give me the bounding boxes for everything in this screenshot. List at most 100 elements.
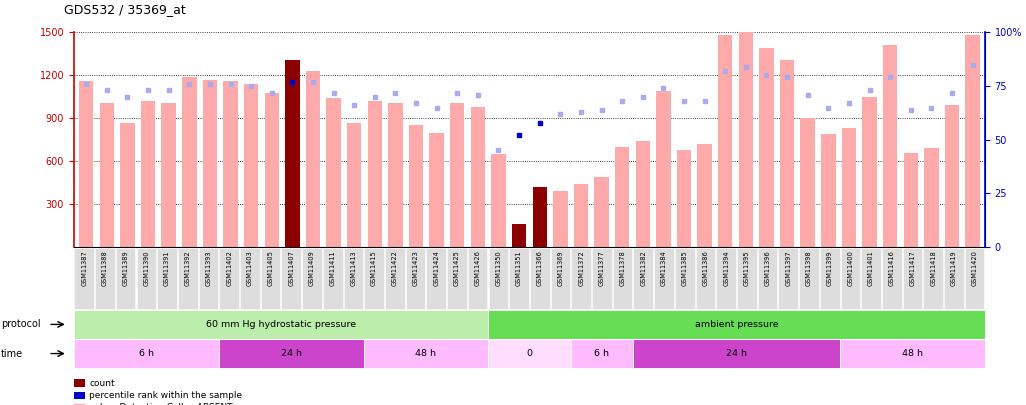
- Bar: [924, 148, 939, 247]
- Bar: [759, 48, 774, 247]
- Text: GSM11389: GSM11389: [123, 250, 128, 286]
- Text: GSM11378: GSM11378: [620, 250, 626, 286]
- Text: GSM11377: GSM11377: [599, 250, 605, 286]
- Text: 24 h: 24 h: [281, 349, 302, 358]
- Text: GSM11411: GSM11411: [329, 250, 336, 286]
- Bar: [347, 123, 361, 247]
- Text: percentile rank within the sample: percentile rank within the sample: [89, 391, 242, 400]
- Text: GSM11399: GSM11399: [827, 250, 833, 286]
- Text: GSM11400: GSM11400: [847, 250, 854, 286]
- Bar: [388, 102, 402, 247]
- Text: 6 h: 6 h: [139, 349, 154, 358]
- Text: GSM11372: GSM11372: [579, 250, 584, 286]
- Text: GSM11422: GSM11422: [392, 250, 398, 286]
- Text: GSM11382: GSM11382: [640, 250, 646, 286]
- Bar: [182, 77, 197, 247]
- Bar: [265, 92, 279, 247]
- Bar: [120, 123, 134, 247]
- Text: GSM11423: GSM11423: [412, 250, 419, 286]
- Text: GSM11416: GSM11416: [889, 250, 895, 286]
- Text: GSM11398: GSM11398: [806, 250, 812, 286]
- Text: GSM11396: GSM11396: [764, 250, 771, 286]
- Text: GSM11350: GSM11350: [496, 250, 502, 286]
- Text: GSM11401: GSM11401: [868, 250, 874, 286]
- Text: GSM11424: GSM11424: [433, 250, 439, 286]
- Text: 6 h: 6 h: [594, 349, 609, 358]
- Bar: [532, 187, 547, 247]
- Bar: [615, 147, 629, 247]
- Text: GSM11393: GSM11393: [205, 250, 211, 286]
- Bar: [141, 101, 155, 247]
- Text: time: time: [1, 349, 24, 358]
- Bar: [657, 91, 671, 247]
- Bar: [965, 35, 980, 247]
- Bar: [883, 45, 898, 247]
- Bar: [677, 150, 692, 247]
- Bar: [471, 107, 485, 247]
- Text: protocol: protocol: [1, 320, 41, 329]
- Text: GSM11418: GSM11418: [931, 250, 936, 286]
- Text: GSM11402: GSM11402: [226, 250, 232, 286]
- Bar: [718, 35, 733, 247]
- Bar: [594, 177, 608, 247]
- Text: GSM11420: GSM11420: [972, 250, 978, 286]
- Text: GSM11395: GSM11395: [744, 250, 750, 286]
- Bar: [161, 102, 175, 247]
- Bar: [862, 97, 877, 247]
- Text: GSM11351: GSM11351: [516, 250, 522, 286]
- Bar: [367, 101, 382, 247]
- Text: value, Detection Call = ABSENT: value, Detection Call = ABSENT: [89, 403, 233, 405]
- Bar: [780, 60, 794, 247]
- Text: GSM11417: GSM11417: [909, 250, 915, 286]
- Text: GSM11403: GSM11403: [247, 250, 252, 286]
- Bar: [326, 98, 341, 247]
- Text: GSM11390: GSM11390: [144, 250, 150, 286]
- Bar: [553, 191, 567, 247]
- Bar: [100, 102, 114, 247]
- Text: GSM11394: GSM11394: [723, 250, 729, 286]
- Text: GSM11409: GSM11409: [309, 250, 315, 286]
- Text: GSM11415: GSM11415: [371, 250, 378, 286]
- Text: GSM11405: GSM11405: [268, 250, 274, 286]
- Bar: [79, 81, 93, 247]
- Text: GSM11397: GSM11397: [785, 250, 791, 286]
- Bar: [800, 118, 815, 247]
- Bar: [698, 144, 712, 247]
- Text: GSM11426: GSM11426: [475, 250, 480, 286]
- Text: 48 h: 48 h: [416, 349, 436, 358]
- Text: GSM11369: GSM11369: [557, 250, 563, 286]
- Text: GSM11391: GSM11391: [164, 250, 170, 286]
- Bar: [574, 184, 588, 247]
- Bar: [821, 134, 835, 247]
- Text: 0: 0: [526, 349, 532, 358]
- Text: GSM11419: GSM11419: [951, 250, 957, 286]
- Text: 24 h: 24 h: [726, 349, 747, 358]
- Bar: [430, 133, 444, 247]
- Bar: [224, 81, 238, 247]
- Text: GSM11388: GSM11388: [102, 250, 108, 286]
- Text: 48 h: 48 h: [902, 349, 923, 358]
- Text: GSM11366: GSM11366: [537, 250, 543, 286]
- Text: GSM11386: GSM11386: [703, 250, 708, 286]
- Bar: [841, 128, 856, 247]
- Bar: [491, 154, 506, 247]
- Text: GSM11392: GSM11392: [185, 250, 191, 286]
- Text: GSM11387: GSM11387: [81, 250, 87, 286]
- Bar: [945, 105, 959, 247]
- Bar: [203, 80, 218, 247]
- Text: ambient pressure: ambient pressure: [695, 320, 779, 329]
- Bar: [739, 30, 753, 247]
- Text: GSM11425: GSM11425: [453, 250, 460, 286]
- Bar: [450, 102, 465, 247]
- Text: GSM11385: GSM11385: [681, 250, 687, 286]
- Text: GSM11384: GSM11384: [661, 250, 667, 286]
- Bar: [306, 71, 320, 247]
- Bar: [512, 224, 526, 247]
- Bar: [408, 126, 424, 247]
- Text: GDS532 / 35369_at: GDS532 / 35369_at: [64, 3, 186, 16]
- Text: GSM11413: GSM11413: [351, 250, 356, 286]
- Text: GSM11407: GSM11407: [288, 250, 294, 286]
- Text: count: count: [89, 379, 115, 388]
- Bar: [904, 153, 918, 247]
- Bar: [285, 60, 300, 247]
